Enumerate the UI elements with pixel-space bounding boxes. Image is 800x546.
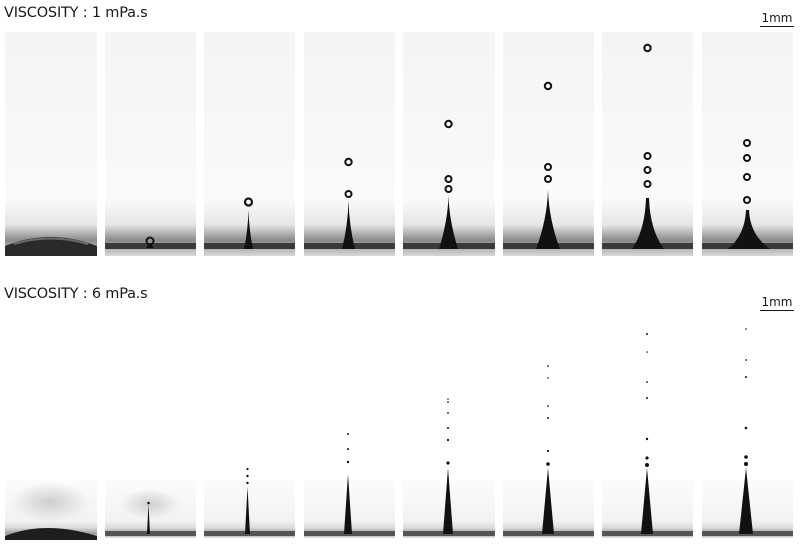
row-2-scale-label: 1mm [761, 295, 793, 309]
row-1-panel-1 [5, 32, 97, 256]
row-1-panel-6 [503, 32, 594, 256]
row-2-scale-bar: 1mm [760, 295, 794, 311]
row-1-panel-2 [105, 32, 196, 256]
row-1-panel-7 [602, 32, 693, 256]
row-1-image-strip [5, 32, 793, 256]
row-2-title: VISCOSITY : 6 mPa.s [4, 286, 148, 302]
row-2-panel-1 [5, 480, 97, 540]
row-1-scale-bar: 1mm [760, 11, 794, 27]
row-1-scale-line [760, 26, 794, 27]
row-1-scale-label: 1mm [761, 11, 793, 25]
row-1-panel-8 [702, 32, 793, 256]
row-2-scale-line [760, 310, 794, 311]
row-2-image-strip [5, 328, 793, 540]
row-2-panel-3 [204, 467, 295, 538]
row-1-panel-4 [304, 32, 395, 256]
row-1-title: VISCOSITY : 1 mPa.s [4, 5, 148, 21]
row-1-panel-3 [204, 32, 295, 256]
row-2-panel-2 [105, 480, 196, 538]
row-2-panel-4 [304, 433, 395, 538]
row-2-panel-7 [602, 333, 693, 538]
row-1-panel-5 [403, 32, 495, 256]
row-2-panel-5 [403, 398, 495, 538]
row-2-panel-8 [702, 328, 793, 538]
row-2-panel-6 [503, 365, 594, 538]
